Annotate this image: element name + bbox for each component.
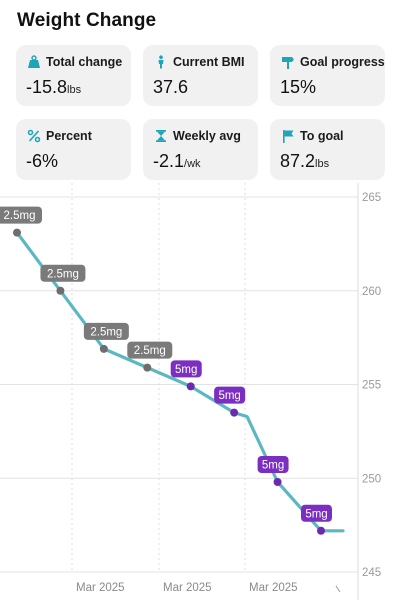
signpost-icon (280, 54, 296, 70)
stat-number: -6% (26, 151, 59, 171)
dose-badge-bg (0, 206, 42, 224)
stat-unit: lbs (67, 84, 82, 96)
scale-icon (26, 54, 42, 70)
stat-value: 15% (280, 77, 385, 98)
hourglass-icon (153, 128, 169, 144)
person-icon (153, 54, 169, 70)
y-tick-label: 260 (362, 286, 381, 298)
stat-number: 87.2 (280, 151, 316, 171)
y-tick-label: 245 (362, 567, 381, 579)
data-point[interactable] (99, 344, 108, 353)
dose-label: 5mg (262, 460, 284, 472)
dose-badge-bg (127, 341, 173, 359)
y-tick-label: 250 (362, 473, 381, 485)
stat-card-percent[interactable]: Percent -6% (16, 119, 131, 180)
data-point[interactable] (230, 408, 239, 417)
dose-badge: 5mg (257, 456, 289, 473)
dose-label: 5mg (175, 364, 197, 376)
stat-label: To goal (300, 129, 344, 143)
y-tick-label: 255 (362, 380, 381, 392)
dose-label: 5mg (218, 390, 240, 402)
stat-label: Current BMI (173, 55, 245, 69)
stat-card-to-goal[interactable]: To goal 87.2lbs (270, 119, 385, 180)
dose-badge: 5mg (214, 386, 246, 404)
dose-badge: 2.5mg (40, 264, 86, 282)
stat-value: -6% (26, 151, 131, 172)
dose-label: 2.5mg (4, 210, 36, 222)
dose-label: 5mg (305, 508, 327, 520)
x-tick-fragment (335, 585, 341, 593)
data-point[interactable] (186, 382, 195, 391)
dose-badge: 5mg (170, 360, 202, 378)
stat-value: -15.8lbs (26, 77, 131, 98)
y-tick-label: 265 (362, 192, 381, 204)
stat-label: Weekly avg (173, 129, 241, 143)
stat-value: 87.2lbs (280, 151, 385, 172)
dose-badge: 2.5mg (83, 322, 129, 340)
data-point[interactable] (317, 526, 325, 535)
percent-icon (26, 128, 42, 144)
stat-number: -2.1 (153, 151, 185, 171)
dose-badge-bg (214, 386, 246, 404)
data-point[interactable] (56, 286, 65, 295)
stat-label: Percent (46, 129, 92, 143)
dose-badge-bg (170, 360, 202, 378)
flag-icon (280, 128, 296, 144)
dose-badge-bg (83, 322, 129, 340)
stat-value: 37.6 (153, 77, 258, 98)
data-point[interactable] (273, 478, 282, 486)
stat-number: 37.6 (153, 77, 189, 97)
data-point[interactable] (143, 363, 152, 372)
stat-number: 15% (280, 77, 317, 97)
stat-card-goal-progress[interactable]: Goal progress 15% (270, 45, 385, 106)
stat-value: -2.1/wk (153, 151, 258, 172)
stat-card-total-change[interactable]: Total change -15.8lbs (16, 45, 131, 106)
weight-series-line (15, 231, 345, 533)
stat-number: -15.8 (26, 77, 68, 97)
x-tick-label: Mar 2025 (76, 582, 125, 594)
dose-label: 2.5mg (47, 268, 79, 280)
dose-label: 2.5mg (90, 326, 122, 338)
dose-badge: 2.5mg (0, 206, 42, 224)
stat-label: Goal progress (300, 55, 385, 69)
x-tick-label: Mar 2025 (249, 582, 298, 594)
dose-badge: 5mg (301, 504, 332, 522)
dose-badge-bg (257, 456, 289, 473)
x-tick-label: Mar 2025 (163, 582, 212, 594)
page-title: Weight Change (17, 10, 157, 31)
data-point[interactable] (13, 228, 21, 237)
dose-badge-bg (40, 264, 86, 282)
stat-card-weekly-avg[interactable]: Weekly avg -2.1/wk (143, 119, 258, 180)
stat-card-current-bmi[interactable]: Current BMI 37.6 (143, 45, 258, 106)
dose-label: 2.5mg (134, 345, 166, 357)
dose-badge-bg (301, 504, 332, 522)
dose-badge: 2.5mg (127, 341, 173, 359)
stat-label: Total change (46, 55, 123, 69)
stat-unit: /wk (184, 158, 201, 170)
stat-unit: lbs (315, 158, 330, 170)
